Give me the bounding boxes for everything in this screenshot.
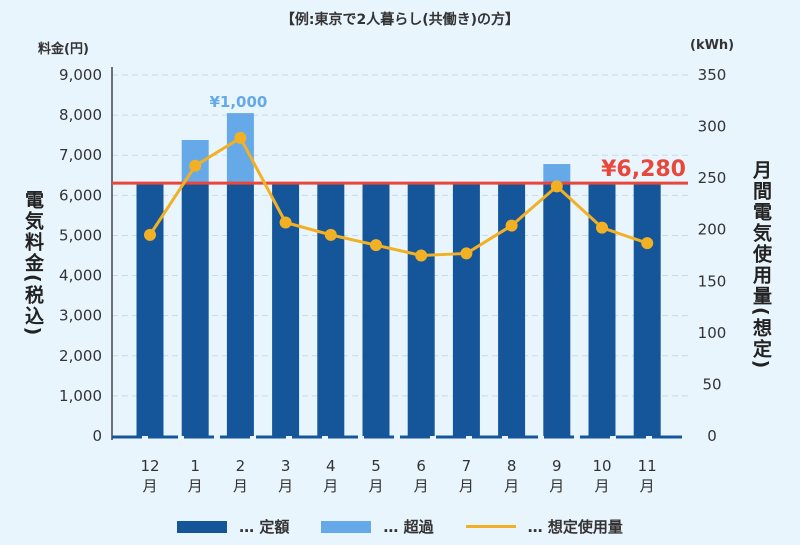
legend-label: … 想定使用量: [527, 518, 623, 536]
y2-tick-label: 200: [698, 221, 727, 239]
bar-excess-9月: [543, 164, 571, 185]
x-tick-label: 3月: [278, 457, 294, 495]
y2-tick-label: 350: [698, 66, 727, 84]
legend-swatch-fixed: [177, 520, 228, 533]
x-tick-label: 7月: [458, 457, 474, 495]
bar-fixed-11月: [633, 184, 661, 436]
usage-point-1月: [189, 159, 202, 172]
y-tick-label: 6,000: [59, 186, 102, 204]
x-tick-label: 6月: [413, 457, 429, 495]
legend-item-usage: … 想定使用量: [465, 516, 623, 537]
bar-fixed-1月: [181, 184, 209, 436]
x-tick-label: 9月: [549, 457, 565, 495]
y2-tick-label: 0: [707, 427, 717, 445]
usage-point-10月: [596, 221, 608, 234]
usage-point-5月: [370, 239, 382, 252]
right-axis-title: 月間電気使用量(想定): [750, 160, 772, 371]
y2-tick-label: 100: [698, 324, 727, 342]
bar-fixed-9月: [543, 184, 571, 436]
usage-point-12月: [144, 228, 156, 241]
bar-excess-2月: [226, 113, 254, 185]
x-tick-label: 10月: [592, 457, 612, 495]
y2-tick-label: 50: [702, 375, 721, 393]
legend-label: … 定額: [239, 518, 290, 536]
x-tick-label: 12月: [140, 457, 160, 495]
y-tick-label: 0: [92, 427, 102, 445]
y2-tick-label: 300: [698, 118, 727, 136]
x-tick-label: 4月: [323, 457, 339, 495]
bar-fixed-4月: [317, 184, 345, 436]
x-tick-label: 11月: [637, 457, 657, 495]
usage-line: [148, 136, 648, 257]
bar-fixed-7月: [452, 184, 480, 436]
excess-annotation: ¥1,000: [209, 93, 267, 111]
x-tick-label: 2月: [232, 457, 248, 495]
usage-point-2月: [234, 131, 247, 144]
usage-point-6月: [415, 249, 428, 262]
left-axis-unit: 料金(円): [38, 42, 89, 57]
right-axis-unit: (kWh): [690, 38, 735, 53]
x-tick-label: 8月: [504, 457, 520, 495]
legend-label: … 超過: [383, 518, 434, 536]
chart-title: 【例:東京で2人暮らし(共働き)の方】: [280, 12, 520, 28]
y-tick-label: 5,000: [59, 226, 102, 244]
usage-point-7月: [460, 247, 473, 260]
y-tick-label: 1,000: [59, 387, 102, 405]
y2-tick-label: 250: [698, 169, 727, 187]
usage-point-11月: [641, 237, 654, 250]
y-tick-label: 8,000: [59, 106, 102, 124]
usage-point-4月: [324, 228, 337, 241]
legend-item-fixed: … 定額: [177, 516, 289, 537]
y2-tick-label: 150: [698, 272, 727, 290]
y-tick-label: 3,000: [59, 307, 102, 325]
usage-point-8月: [505, 219, 518, 232]
bar-fixed-12月: [136, 184, 164, 436]
bar-fixed-6月: [407, 184, 435, 436]
legend-swatch-excess: [321, 520, 372, 533]
legend-swatch-usage: [465, 525, 516, 528]
y-tick-label: 7,000: [59, 146, 102, 164]
x-tick-label: 5月: [368, 457, 384, 495]
left-axis-title: 電気料金(税込): [22, 190, 44, 338]
legend: … 定額 … 超過 … 想定使用量: [0, 516, 800, 537]
bar-fixed-5月: [362, 184, 390, 436]
bar-fixed-2月: [226, 184, 254, 436]
x-tick-label: 1月: [187, 457, 203, 495]
legend-item-excess: … 超過: [321, 516, 434, 537]
usage-point-9月: [550, 180, 563, 193]
threshold-label: ¥6,280: [601, 157, 686, 182]
usage-point-3月: [279, 216, 292, 229]
y-tick-label: 4,000: [59, 267, 102, 285]
y-tick-label: 2,000: [59, 347, 102, 365]
y-tick-label: 9,000: [59, 66, 102, 84]
